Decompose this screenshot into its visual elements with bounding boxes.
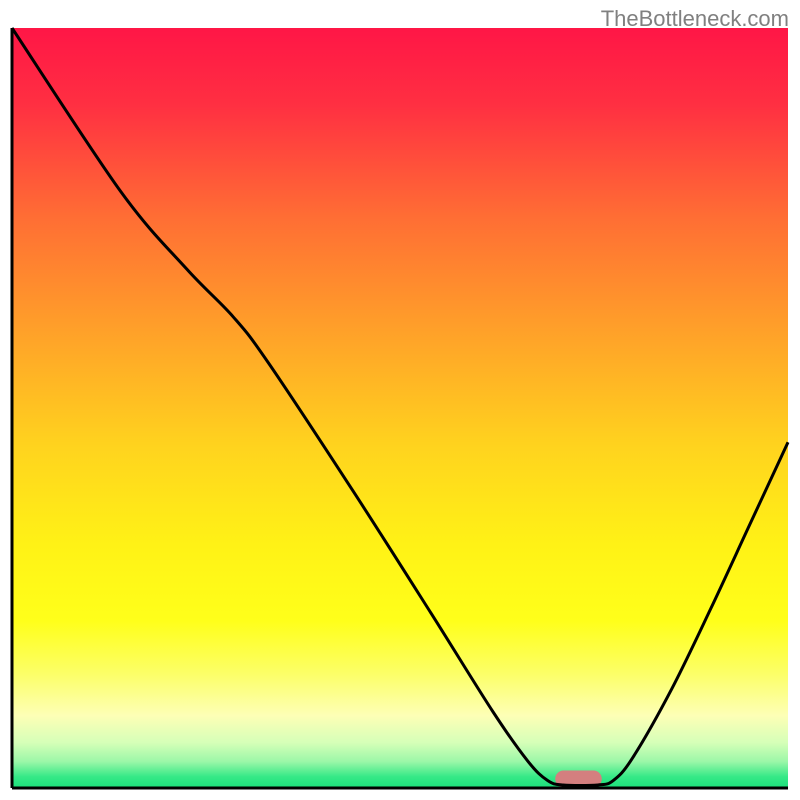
chart-container: TheBottleneck.com — [0, 0, 800, 800]
plot-background — [12, 28, 788, 788]
bottleneck-chart — [0, 0, 800, 800]
